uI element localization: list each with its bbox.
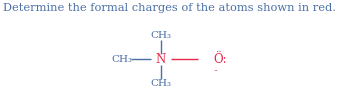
Text: N: N <box>156 53 166 66</box>
Text: Determine the formal charges of the atoms shown in red.: Determine the formal charges of the atom… <box>3 3 336 13</box>
Text: Ö:: Ö: <box>214 53 227 66</box>
Text: CH₃: CH₃ <box>151 31 172 40</box>
Text: CH₃: CH₃ <box>151 79 172 88</box>
Text: CH₃: CH₃ <box>112 55 133 64</box>
Text: ..: .. <box>213 65 218 73</box>
